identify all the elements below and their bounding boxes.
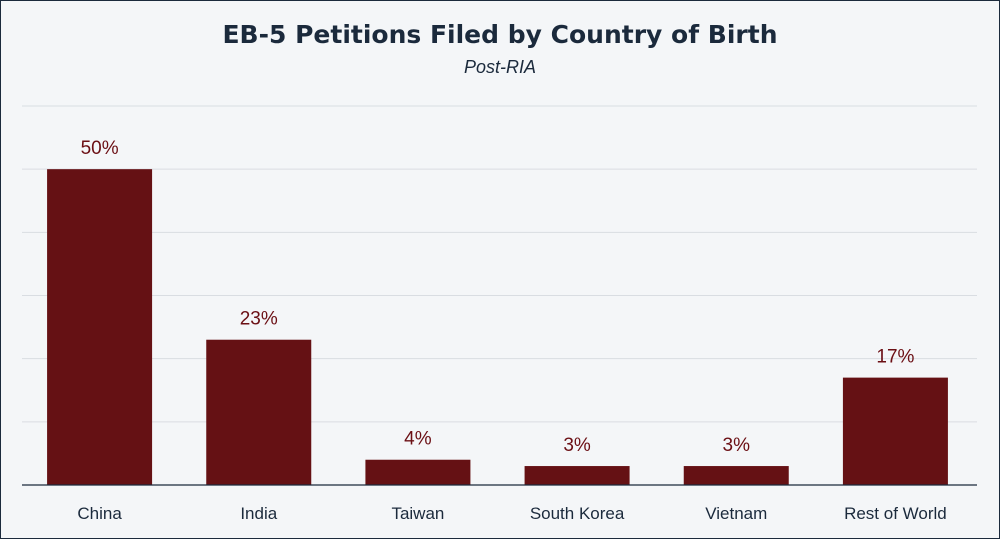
category-label: China (77, 504, 122, 523)
bar-rest-of-world (842, 377, 948, 485)
gridlines (22, 105, 977, 423)
value-label: 3% (723, 435, 751, 456)
value-label: 23% (240, 309, 278, 330)
category-labels: China India Taiwan South Korea Vietnam Rest o… (77, 504, 946, 523)
value-labels: 50% 23% 4% 3% 3% 17% (81, 138, 915, 456)
value-label: 4% (404, 429, 432, 450)
value-label: 3% (563, 435, 591, 456)
category-label: South Korea (530, 504, 625, 523)
category-label: Rest of World (844, 504, 947, 523)
bar-vietnam (683, 466, 789, 485)
category-label: India (240, 504, 277, 523)
value-label: 17% (876, 347, 914, 368)
chart-subtitle: Post-RIA (463, 57, 537, 77)
bars (47, 169, 948, 485)
bar-china (47, 169, 153, 485)
bar-india (206, 339, 312, 485)
bar-south-korea (524, 466, 630, 485)
value-label: 50% (81, 138, 119, 159)
bar-taiwan (365, 459, 471, 485)
chart-title: EB-5 Petitions Filed by Country of Birth (222, 20, 778, 49)
category-label: Taiwan (391, 504, 444, 523)
category-label: Vietnam (705, 504, 767, 523)
